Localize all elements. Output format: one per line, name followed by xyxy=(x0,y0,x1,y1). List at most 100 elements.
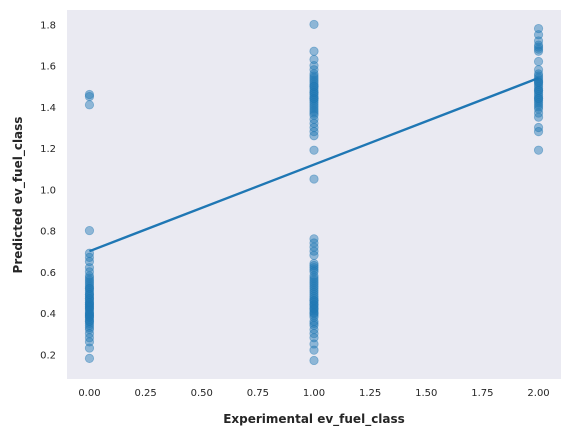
data-point xyxy=(533,79,544,89)
data-point xyxy=(309,308,319,318)
data-point xyxy=(84,273,95,283)
data-point xyxy=(84,281,95,291)
data-point xyxy=(533,40,544,50)
data-point xyxy=(84,343,95,353)
data-point xyxy=(309,122,319,133)
data-point xyxy=(533,85,544,95)
data-point xyxy=(309,296,319,306)
data-point xyxy=(309,104,319,114)
data-point xyxy=(309,306,319,316)
data-point xyxy=(309,258,319,269)
y-tick-labels: 0.2 0.4 0.6 0.8 1.0 1.2 1.4 1.6 1.8 xyxy=(40,20,56,361)
data-point xyxy=(309,273,319,283)
data-point xyxy=(533,100,544,110)
y-tick-label: 1.6 xyxy=(40,62,56,73)
x-tick-label: 0.75 xyxy=(247,388,269,399)
data-point xyxy=(309,279,319,289)
data-point xyxy=(309,312,319,322)
data-point xyxy=(309,87,319,98)
data-point xyxy=(309,281,319,291)
data-point xyxy=(84,287,95,298)
data-point xyxy=(84,267,95,277)
data-point xyxy=(84,316,95,326)
data-point xyxy=(84,100,95,110)
data-point xyxy=(84,300,95,310)
data-point xyxy=(84,300,95,310)
data-point xyxy=(309,242,319,252)
data-point xyxy=(84,291,95,302)
y-tick-label: 0.4 xyxy=(40,309,56,320)
data-point xyxy=(309,79,319,89)
data-point xyxy=(309,324,319,335)
data-point xyxy=(309,246,319,256)
data-point xyxy=(84,289,95,300)
data-point xyxy=(309,263,319,273)
data-point xyxy=(309,85,319,95)
data-point xyxy=(533,89,544,100)
data-point xyxy=(309,46,319,56)
data-point xyxy=(309,114,319,124)
data-point xyxy=(309,304,319,314)
data-point xyxy=(309,110,319,120)
data-point xyxy=(84,294,95,304)
data-point xyxy=(84,324,95,335)
data-point xyxy=(309,355,319,366)
data-point xyxy=(309,265,319,275)
data-point xyxy=(309,87,319,98)
data-point xyxy=(84,329,95,339)
data-point xyxy=(309,261,319,271)
data-point xyxy=(309,69,319,79)
data-point xyxy=(533,46,544,56)
data-point xyxy=(309,19,319,30)
y-tick-label: 0.8 xyxy=(40,227,56,238)
data-point xyxy=(533,108,544,118)
data-point xyxy=(309,267,319,277)
data-point xyxy=(309,100,319,110)
data-point xyxy=(309,294,319,304)
y-tick-label: 1.8 xyxy=(40,20,56,31)
data-point xyxy=(533,23,544,34)
data-point xyxy=(533,127,544,137)
data-point xyxy=(533,44,544,54)
data-point xyxy=(84,298,95,308)
data-point xyxy=(533,145,544,155)
y-tick-label: 0.2 xyxy=(40,350,56,361)
data-point xyxy=(309,300,319,310)
data-point xyxy=(84,304,95,314)
data-point xyxy=(84,314,95,324)
data-point xyxy=(309,65,319,75)
data-point xyxy=(309,131,319,141)
data-point xyxy=(309,271,319,281)
data-point xyxy=(84,277,95,287)
data-point xyxy=(84,310,95,320)
data-point xyxy=(309,83,319,93)
data-point xyxy=(84,318,95,328)
data-point xyxy=(309,283,319,293)
x-tick-label: 1.75 xyxy=(471,388,493,399)
data-point xyxy=(309,108,319,118)
data-point xyxy=(309,81,319,91)
data-point xyxy=(309,329,319,339)
x-tick-label: 1.50 xyxy=(415,388,437,399)
data-point xyxy=(533,94,544,104)
data-point xyxy=(84,296,95,306)
data-point xyxy=(84,306,95,316)
data-point xyxy=(84,289,95,300)
data-point xyxy=(84,322,95,333)
data-point xyxy=(533,96,544,106)
data-point xyxy=(309,77,319,87)
data-point xyxy=(309,94,319,104)
data-point xyxy=(84,225,95,236)
data-point xyxy=(309,106,319,116)
data-point xyxy=(309,127,319,137)
data-point xyxy=(533,30,544,40)
data-point xyxy=(84,256,95,267)
data-point xyxy=(533,122,544,133)
data-point xyxy=(533,102,544,112)
data-point xyxy=(309,145,319,155)
data-point xyxy=(309,316,319,326)
data-point xyxy=(84,285,95,295)
data-point xyxy=(309,287,319,298)
data-point xyxy=(533,94,544,104)
data-point xyxy=(84,312,95,322)
